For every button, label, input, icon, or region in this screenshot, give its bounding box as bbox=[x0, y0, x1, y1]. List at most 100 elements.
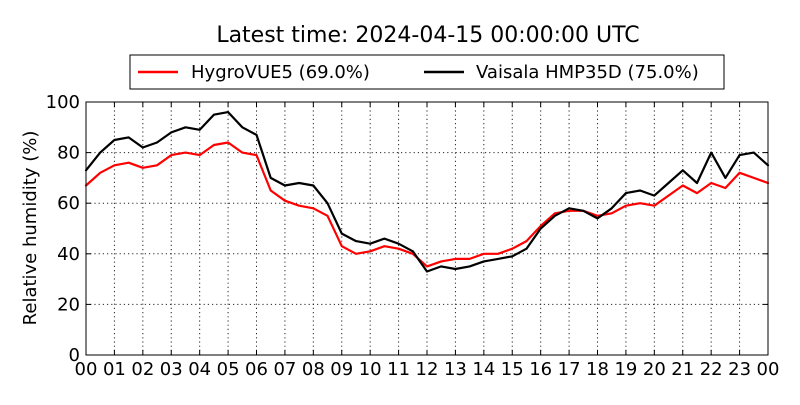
data-point-hygrovue5 bbox=[653, 204, 656, 207]
data-point-hygrovue5 bbox=[99, 172, 101, 174]
y-tick-label: 60 bbox=[57, 193, 80, 214]
data-point-vaisala bbox=[156, 141, 158, 144]
data-point-hygrovue5 bbox=[227, 141, 229, 144]
x-tick-label: 21 bbox=[671, 359, 694, 380]
data-point-hygrovue5 bbox=[682, 184, 684, 187]
x-tick-label: 13 bbox=[444, 359, 467, 380]
data-point-vaisala bbox=[355, 240, 357, 242]
data-point-hygrovue5 bbox=[738, 172, 741, 174]
data-point-hygrovue5 bbox=[568, 210, 570, 212]
data-point-hygrovue5 bbox=[198, 154, 201, 156]
x-tick-label: 01 bbox=[103, 359, 126, 380]
data-point-vaisala bbox=[468, 265, 471, 268]
data-point-hygrovue5 bbox=[554, 212, 556, 215]
y-tick-label: 100 bbox=[46, 92, 80, 113]
data-point-hygrovue5 bbox=[369, 250, 372, 253]
data-point-vaisala bbox=[383, 237, 386, 240]
data-point-hygrovue5 bbox=[312, 207, 315, 210]
data-point-vaisala bbox=[511, 255, 514, 258]
data-point-hygrovue5 bbox=[440, 260, 443, 263]
x-tick-label: 20 bbox=[643, 359, 666, 380]
x-tick-label: 06 bbox=[245, 359, 268, 380]
data-point-hygrovue5 bbox=[497, 253, 499, 255]
data-point-vaisala bbox=[554, 215, 556, 217]
x-tick-label: 04 bbox=[188, 359, 211, 380]
data-point-hygrovue5 bbox=[426, 265, 428, 268]
data-point-vaisala bbox=[397, 242, 400, 245]
data-point-hygrovue5 bbox=[397, 247, 400, 250]
y-tick-label: 40 bbox=[57, 244, 80, 265]
data-point-hygrovue5 bbox=[610, 212, 613, 215]
x-tick-label: 02 bbox=[131, 359, 154, 380]
data-point-vaisala bbox=[696, 182, 698, 184]
legend-label-vaisala: Vaisala HMP35D (75.0%) bbox=[476, 62, 699, 83]
data-point-vaisala bbox=[610, 207, 613, 210]
data-point-vaisala bbox=[269, 177, 272, 179]
data-point-vaisala bbox=[227, 111, 229, 113]
x-tick-label: 07 bbox=[273, 359, 296, 380]
x-tick-label: 22 bbox=[700, 359, 723, 380]
data-point-hygrovue5 bbox=[539, 225, 542, 227]
x-tick-label: 03 bbox=[160, 359, 183, 380]
x-tick-label: 15 bbox=[501, 359, 524, 380]
data-point-hygrovue5 bbox=[255, 154, 258, 156]
data-point-vaisala bbox=[326, 202, 329, 204]
x-tick-label: 18 bbox=[586, 359, 609, 380]
x-tick-label: 05 bbox=[217, 359, 240, 380]
data-point-vaisala bbox=[454, 268, 457, 270]
data-point-vaisala bbox=[596, 217, 599, 220]
data-point-vaisala bbox=[241, 126, 244, 129]
y-tick-label: 20 bbox=[57, 294, 80, 315]
chart-legend: HygroVUE5 (69.0%) Vaisala HMP35D (75.0%) bbox=[129, 54, 725, 90]
data-point-vaisala bbox=[525, 247, 528, 250]
data-point-vaisala bbox=[497, 258, 499, 260]
data-point-vaisala bbox=[426, 270, 428, 273]
data-point-hygrovue5 bbox=[596, 215, 599, 217]
data-point-hygrovue5 bbox=[696, 192, 698, 194]
x-tick-label: 08 bbox=[302, 359, 325, 380]
x-tick-label: 19 bbox=[614, 359, 637, 380]
data-point-hygrovue5 bbox=[341, 245, 343, 247]
x-tick-label: 17 bbox=[558, 359, 581, 380]
data-point-hygrovue5 bbox=[454, 258, 457, 260]
x-tick-label: 16 bbox=[529, 359, 552, 380]
data-point-vaisala bbox=[170, 131, 173, 134]
data-point-vaisala bbox=[667, 182, 670, 184]
data-point-vaisala bbox=[738, 154, 741, 156]
data-point-vaisala bbox=[198, 129, 201, 131]
data-point-vaisala bbox=[625, 192, 627, 194]
data-point-vaisala bbox=[142, 146, 144, 149]
data-point-vaisala bbox=[113, 139, 116, 141]
data-point-hygrovue5 bbox=[127, 161, 130, 164]
chart-title: Latest time: 2024-04-15 00:00:00 UTC bbox=[216, 23, 639, 48]
x-tick-label: 11 bbox=[387, 359, 410, 380]
data-point-hygrovue5 bbox=[525, 240, 528, 242]
data-point-vaisala bbox=[284, 184, 286, 187]
data-point-vaisala bbox=[539, 227, 542, 230]
grid-lines bbox=[86, 102, 768, 355]
data-point-hygrovue5 bbox=[511, 247, 514, 250]
data-point-hygrovue5 bbox=[269, 189, 272, 192]
data-point-vaisala bbox=[682, 169, 684, 172]
data-point-hygrovue5 bbox=[724, 187, 727, 189]
axis-ticks: 00 01 02 03 04 05 06 07 08 09 10 11 12 13 14 15 16 17 18 19… bbox=[46, 92, 780, 380]
data-point-vaisala bbox=[341, 232, 343, 235]
data-point-hygrovue5 bbox=[213, 144, 215, 146]
data-point-vaisala bbox=[127, 136, 130, 139]
data-point-hygrovue5 bbox=[383, 245, 386, 247]
data-point-vaisala bbox=[753, 151, 755, 154]
data-point-vaisala bbox=[653, 194, 656, 197]
x-tick-label: 09 bbox=[330, 359, 353, 380]
data-point-hygrovue5 bbox=[483, 253, 485, 255]
data-point-hygrovue5 bbox=[184, 151, 187, 154]
y-tick-label: 80 bbox=[57, 143, 80, 164]
x-tick-label: 14 bbox=[472, 359, 495, 380]
x-tick-label: 23 bbox=[728, 359, 751, 380]
data-point-hygrovue5 bbox=[326, 215, 329, 217]
data-point-hygrovue5 bbox=[710, 182, 712, 184]
data-point-hygrovue5 bbox=[625, 204, 627, 207]
data-point-vaisala bbox=[440, 265, 443, 268]
data-point-hygrovue5 bbox=[241, 151, 244, 154]
data-point-vaisala bbox=[412, 250, 414, 253]
data-point-hygrovue5 bbox=[667, 194, 670, 197]
